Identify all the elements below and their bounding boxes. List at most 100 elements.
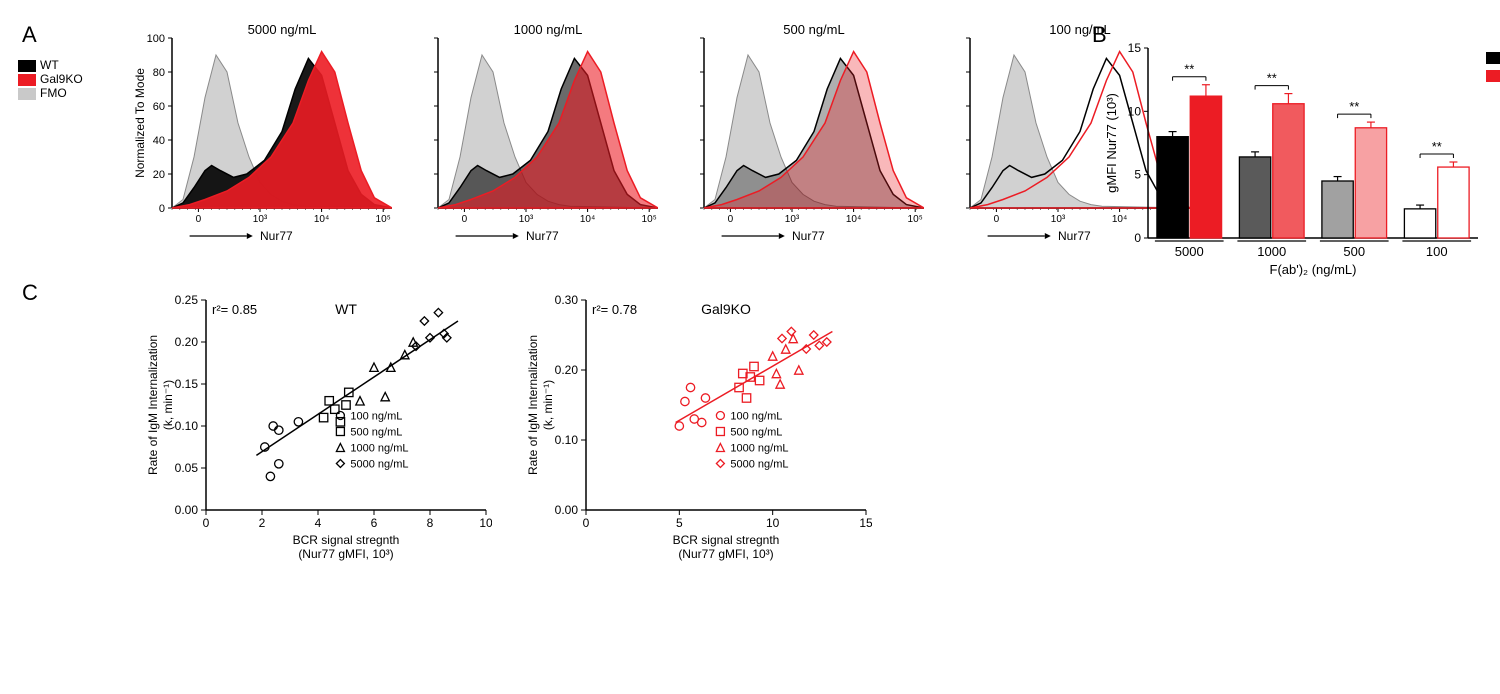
- legend-item-wt: WT: [18, 58, 83, 72]
- svg-text:5000 ng/mL: 5000 ng/mL: [730, 459, 788, 471]
- svg-text:4: 4: [315, 516, 322, 530]
- svg-text:**: **: [1267, 71, 1277, 86]
- svg-text:Nur77: Nur77: [1058, 229, 1091, 243]
- svg-text:0.05: 0.05: [175, 461, 199, 475]
- svg-text:15: 15: [1128, 41, 1142, 55]
- svg-text:BCR signal stregnth: BCR signal stregnth: [673, 533, 780, 547]
- svg-text:2: 2: [259, 516, 266, 530]
- histogram-0: Normalized To Mode 0 20 40 60 80 100 0 10³ 10⁴ 10⁵…: [132, 20, 392, 244]
- wt-swatch: [18, 60, 36, 72]
- svg-text:10⁵: 10⁵: [642, 214, 657, 225]
- svg-text:100: 100: [147, 33, 165, 45]
- svg-text:gMFI Nur77 (10³): gMFI Nur77 (10³): [1104, 93, 1119, 193]
- svg-text:100: 100: [1426, 244, 1448, 259]
- panel-a-label: A: [22, 22, 37, 48]
- svg-text:1000 ng/mL: 1000 ng/mL: [350, 443, 408, 455]
- svg-text:100 ng/mL: 100 ng/mL: [350, 411, 402, 423]
- svg-text:0.20: 0.20: [555, 363, 579, 377]
- svg-text:0: 0: [583, 516, 590, 530]
- svg-text:10: 10: [766, 516, 780, 530]
- svg-text:0.15: 0.15: [175, 377, 199, 391]
- svg-text:80: 80: [153, 67, 165, 79]
- figure-root: A WT Gal9KO FMO Normalized To Mode020406…: [12, 20, 1488, 562]
- ko-swatch: [18, 74, 36, 86]
- svg-text:0: 0: [159, 203, 165, 215]
- svg-text:500 ng/mL: 500 ng/mL: [350, 427, 402, 439]
- panel-b-barchart: gMFI Nur77 (10³) 0 5 10 15 ** 5000 ** 1000 ** 500 *…: [1102, 30, 1500, 285]
- svg-text:100 ng/mL: 100 ng/mL: [730, 411, 782, 423]
- panel-c-scatters: Rate of IgM Internalization(k, min⁻¹)024…: [142, 294, 1488, 562]
- svg-text:Nur77: Nur77: [792, 229, 825, 243]
- svg-text:10⁴: 10⁴: [846, 214, 861, 225]
- svg-text:(Nur77 gMFI, 10³): (Nur77 gMFI, 10³): [298, 547, 393, 561]
- svg-text:0.00: 0.00: [555, 503, 579, 517]
- legend-wt-label: WT: [40, 58, 59, 72]
- svg-text:0.30: 0.30: [555, 294, 579, 307]
- svg-text:(Nur77 gMFI, 10³): (Nur77 gMFI, 10³): [678, 547, 773, 561]
- panel-c-label: C: [22, 280, 38, 306]
- svg-text:**: **: [1432, 139, 1442, 154]
- svg-text:60: 60: [153, 101, 165, 113]
- svg-text:WT: WT: [335, 301, 357, 317]
- svg-text:10³: 10³: [519, 214, 534, 225]
- svg-text:F(ab')₂ (ng/mL): F(ab')₂ (ng/mL): [1270, 262, 1357, 277]
- legend-item-fmo: FMO: [18, 86, 83, 100]
- svg-text:(k, min⁻¹): (k, min⁻¹): [161, 380, 175, 430]
- svg-text:0: 0: [203, 516, 210, 530]
- legend-item-ko: Gal9KO: [18, 72, 83, 86]
- panel-a-legend: WT Gal9KO FMO: [18, 58, 83, 100]
- svg-text:Rate of IgM Internalization: Rate of IgM Internalization: [146, 335, 160, 475]
- svg-text:10⁴: 10⁴: [580, 214, 595, 225]
- svg-text:8: 8: [427, 516, 434, 530]
- svg-text:6: 6: [371, 516, 378, 530]
- svg-text:BCR signal stregnth: BCR signal stregnth: [293, 533, 400, 547]
- svg-text:0.10: 0.10: [175, 419, 199, 433]
- svg-text:0: 0: [462, 214, 468, 225]
- svg-text:500: 500: [1343, 244, 1365, 259]
- svg-text:0: 0: [196, 214, 202, 225]
- svg-text:20: 20: [153, 169, 165, 181]
- svg-text:0.25: 0.25: [175, 294, 199, 307]
- svg-text:10³: 10³: [1051, 214, 1066, 225]
- svg-text:0.20: 0.20: [175, 335, 199, 349]
- svg-text:5: 5: [1134, 168, 1141, 182]
- svg-text:10³: 10³: [785, 214, 800, 225]
- svg-text:Normalized To Mode: Normalized To Mode: [133, 68, 147, 178]
- svg-text:0: 0: [728, 214, 734, 225]
- svg-text:1000 ng/mL: 1000 ng/mL: [514, 22, 583, 37]
- svg-text:10⁵: 10⁵: [376, 214, 391, 225]
- svg-text:40: 40: [153, 135, 165, 147]
- svg-text:15: 15: [859, 516, 872, 530]
- legend-fmo-label: FMO: [40, 86, 67, 100]
- svg-text:10⁵: 10⁵: [908, 214, 923, 225]
- svg-text:r²= 0.78: r²= 0.78: [592, 302, 637, 317]
- svg-text:**: **: [1349, 99, 1359, 114]
- svg-text:(k, min⁻¹): (k, min⁻¹): [541, 380, 555, 430]
- histogram-2: 0 10³ 10⁴ 10⁵ 500 ng/mL Nur77: [664, 20, 924, 244]
- svg-text:500 ng/mL: 500 ng/mL: [783, 22, 844, 37]
- svg-text:0: 0: [994, 214, 1000, 225]
- scatter-0: Rate of IgM Internalization(k, min⁻¹) 0 2 4…: [142, 294, 492, 562]
- svg-text:10: 10: [1128, 104, 1142, 118]
- svg-text:**: **: [1184, 62, 1194, 77]
- svg-text:5000: 5000: [1175, 244, 1204, 259]
- svg-text:10³: 10³: [253, 214, 268, 225]
- svg-text:10⁴: 10⁴: [314, 214, 329, 225]
- svg-text:0: 0: [1134, 231, 1141, 245]
- svg-text:Rate of IgM Internalization: Rate of IgM Internalization: [526, 335, 540, 475]
- svg-text:1000 ng/mL: 1000 ng/mL: [730, 443, 788, 455]
- svg-text:Nur77: Nur77: [260, 229, 293, 243]
- svg-text:5: 5: [676, 516, 683, 530]
- svg-text:5000 ng/mL: 5000 ng/mL: [350, 459, 408, 471]
- scatter-1: Rate of IgM Internalization(k, min⁻¹) 0 5 1…: [522, 294, 872, 562]
- svg-text:r²= 0.85: r²= 0.85: [212, 302, 257, 317]
- svg-text:0.00: 0.00: [175, 503, 199, 517]
- histogram-1: 010³10⁴10⁵1000 ng/mLNur77: [398, 20, 658, 244]
- svg-text:0.10: 0.10: [555, 433, 579, 447]
- svg-text:10: 10: [479, 516, 492, 530]
- svg-text:Gal9KO: Gal9KO: [701, 301, 751, 317]
- svg-text:1000: 1000: [1257, 244, 1286, 259]
- svg-text:5000 ng/mL: 5000 ng/mL: [248, 22, 317, 37]
- svg-text:500 ng/mL: 500 ng/mL: [730, 427, 782, 439]
- legend-ko-label: Gal9KO: [40, 72, 83, 86]
